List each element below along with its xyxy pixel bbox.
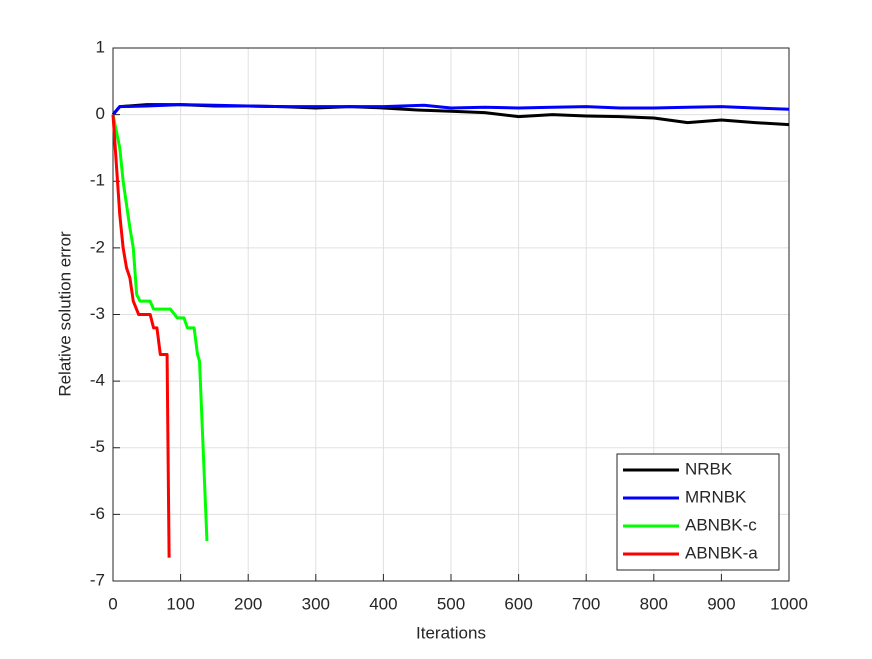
y-tick-label: -6 — [90, 504, 105, 523]
x-tick-label: 700 — [572, 594, 600, 613]
x-tick-label: 600 — [504, 594, 532, 613]
x-tick-label: 400 — [369, 594, 397, 613]
x-tick-label: 900 — [707, 594, 735, 613]
legend-label: MRNBK — [685, 487, 747, 506]
plot-frame — [112, 47, 790, 582]
y-tick-label: 1 — [96, 37, 105, 56]
y-tick-label: -7 — [90, 570, 105, 589]
series-line — [111, 114, 171, 558]
legend-label: NRBK — [685, 459, 733, 478]
y-tick-label: -2 — [90, 237, 105, 256]
x-axis-label: Iterations — [416, 623, 486, 642]
y-axis-label: Relative solution error — [55, 231, 74, 397]
legend-label: ABNBK-a — [685, 543, 758, 562]
x-tick-label: 0 — [108, 594, 117, 613]
y-tick-label: 0 — [96, 104, 105, 123]
series-line — [111, 114, 209, 542]
series-line — [111, 103, 790, 116]
x-tick-label: 100 — [166, 594, 194, 613]
legend-box — [616, 453, 780, 571]
y-tick-label: -3 — [90, 304, 105, 323]
y-tick-label: -5 — [90, 437, 105, 456]
x-tick-label: 500 — [437, 594, 465, 613]
x-tick-label: 300 — [302, 594, 330, 613]
x-tick-label: 200 — [234, 594, 262, 613]
legend-label: ABNBK-c — [685, 515, 757, 534]
y-tick-label: -1 — [90, 171, 105, 190]
x-tick-label: 800 — [640, 594, 668, 613]
x-tick-label: 1000 — [770, 594, 808, 613]
y-tick-label: -4 — [90, 371, 105, 390]
